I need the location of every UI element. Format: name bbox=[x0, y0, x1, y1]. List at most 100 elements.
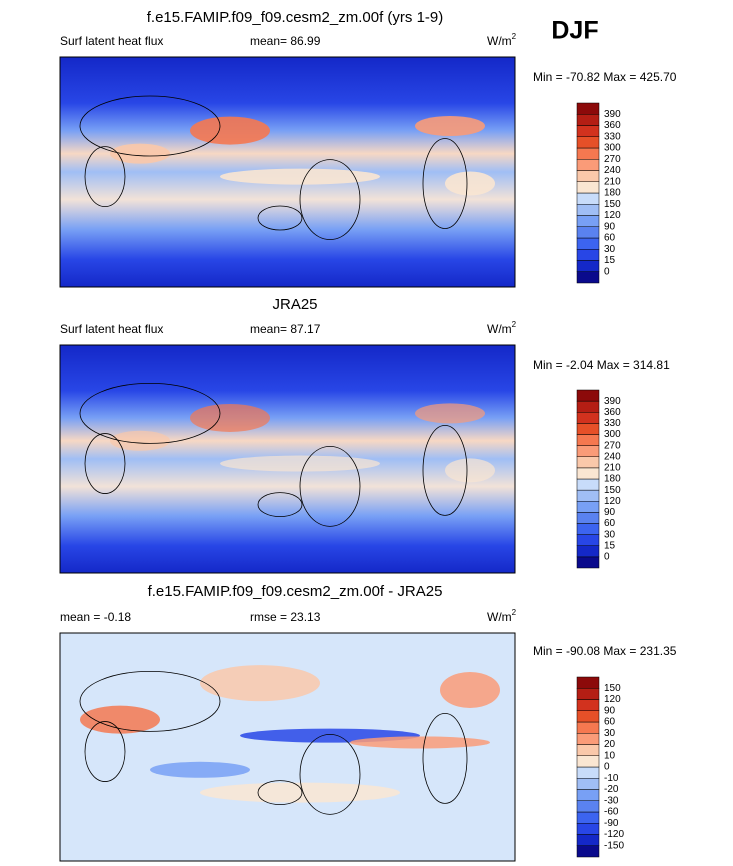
colorbar-label: 300 bbox=[604, 429, 621, 440]
range-label: Min = -2.04 Max = 314.81 bbox=[533, 358, 670, 372]
colorbar-box bbox=[576, 478, 600, 491]
colorbar-box bbox=[576, 136, 600, 149]
map-feature bbox=[110, 143, 170, 164]
colorbar-label: 240 bbox=[604, 451, 621, 462]
coastline bbox=[84, 146, 126, 208]
colorbar-label: 90 bbox=[604, 221, 616, 232]
units-exponent: 2 bbox=[512, 320, 517, 329]
colorbar-label: 390 bbox=[604, 109, 621, 120]
colorbar-box bbox=[576, 125, 600, 137]
colorbar-box bbox=[576, 215, 600, 227]
colorbar-label: 330 bbox=[604, 131, 621, 142]
colorbar-label: 150 bbox=[604, 485, 621, 496]
colorbar-box bbox=[576, 159, 600, 171]
colorbar-box bbox=[576, 676, 600, 689]
colorbar-box bbox=[576, 412, 600, 424]
map-frame bbox=[59, 344, 516, 574]
coastline bbox=[84, 721, 126, 782]
colorbar-label: 210 bbox=[604, 176, 621, 187]
panel-title: f.e15.FAMIP.f09_f09.cesm2_zm.00f (yrs 1-… bbox=[147, 9, 444, 26]
map-feature bbox=[80, 705, 160, 734]
colorbar-box bbox=[576, 192, 600, 205]
colorbar-box bbox=[576, 834, 600, 846]
map-frame bbox=[59, 632, 516, 862]
colorbar-box bbox=[576, 699, 600, 711]
colorbar-label: 90 bbox=[604, 507, 616, 518]
colorbar-label: -30 bbox=[604, 795, 619, 806]
colorbar-box bbox=[576, 556, 600, 569]
colorbar-label: 360 bbox=[604, 407, 621, 418]
colorbar-box bbox=[576, 755, 600, 768]
colorbar-box bbox=[576, 204, 600, 216]
units-exponent: 2 bbox=[512, 32, 517, 41]
map-feature bbox=[445, 171, 495, 196]
colorbar-box bbox=[576, 778, 600, 790]
colorbar-box bbox=[576, 249, 600, 261]
colorbar-label: 0 bbox=[604, 552, 610, 563]
coastline bbox=[257, 205, 303, 231]
coastline bbox=[422, 138, 468, 229]
colorbar-box bbox=[576, 181, 600, 194]
colorbar-box bbox=[576, 260, 600, 272]
colorbar-box bbox=[576, 744, 600, 756]
colorbar-box bbox=[576, 534, 600, 546]
coastline bbox=[257, 780, 303, 805]
center-label: rmse = 23.13 bbox=[250, 610, 321, 624]
colorbar-label: 60 bbox=[604, 518, 616, 529]
colorbar-box bbox=[576, 456, 600, 469]
units: W/m2 bbox=[487, 608, 517, 624]
center-label: mean= 87.17 bbox=[250, 322, 321, 336]
map-feature bbox=[110, 430, 170, 451]
colorbar-label: 270 bbox=[604, 440, 621, 451]
colorbar-box bbox=[576, 170, 600, 182]
left-label: mean = -0.18 bbox=[60, 610, 131, 624]
colorbar-box bbox=[576, 823, 600, 835]
range-label: Min = -70.82 Max = 425.70 bbox=[533, 70, 677, 84]
colorbar-label: 20 bbox=[604, 739, 616, 750]
colorbar-label: 180 bbox=[604, 188, 621, 199]
map-feature bbox=[220, 455, 380, 472]
colorbar-box bbox=[576, 800, 600, 813]
colorbar-label: 120 bbox=[604, 496, 621, 507]
coastline bbox=[79, 95, 221, 157]
colorbar-box bbox=[576, 766, 600, 779]
colorbar-label: 30 bbox=[604, 244, 616, 255]
colorbar-label: -10 bbox=[604, 773, 619, 784]
colorbar-label: -60 bbox=[604, 807, 619, 818]
colorbar-box bbox=[576, 114, 600, 126]
coastline bbox=[422, 424, 468, 516]
units-exponent: 2 bbox=[512, 608, 517, 617]
colorbar-label: 150 bbox=[604, 199, 621, 210]
colorbar-label: -90 bbox=[604, 818, 619, 829]
map-feature bbox=[150, 761, 250, 778]
colorbar-box bbox=[576, 400, 600, 413]
colorbar-box bbox=[576, 710, 600, 723]
map-feature bbox=[200, 665, 320, 702]
units-base: W/m bbox=[487, 34, 512, 48]
colorbar-box bbox=[576, 489, 600, 502]
colorbar-label: -120 bbox=[604, 829, 624, 840]
range-label: Min = -90.08 Max = 231.35 bbox=[533, 644, 677, 658]
coastline bbox=[84, 433, 126, 494]
colorbar-label: 330 bbox=[604, 418, 621, 429]
colorbar-label: 120 bbox=[604, 210, 621, 221]
map-feature bbox=[190, 116, 270, 145]
colorbar-label: 30 bbox=[604, 728, 616, 739]
panel-title: f.e15.FAMIP.f09_f09.cesm2_zm.00f - JRA25 bbox=[148, 583, 443, 600]
left-label: Surf latent heat flux bbox=[60, 322, 163, 336]
colorbar-label: 0 bbox=[604, 266, 610, 277]
coastline bbox=[299, 445, 361, 527]
colorbar-box bbox=[576, 501, 600, 513]
colorbar-box bbox=[576, 512, 600, 524]
colorbar-label: 30 bbox=[604, 529, 616, 540]
map-feature bbox=[200, 782, 400, 803]
colorbar-label: 270 bbox=[604, 154, 621, 165]
colorbar-box bbox=[576, 845, 600, 858]
colorbar-label: -150 bbox=[604, 840, 624, 851]
colorbar-label: 360 bbox=[604, 120, 621, 131]
colorbar-box bbox=[576, 423, 600, 435]
map-feature bbox=[445, 458, 495, 483]
colorbar-box bbox=[576, 523, 600, 535]
map-feature bbox=[415, 403, 485, 424]
